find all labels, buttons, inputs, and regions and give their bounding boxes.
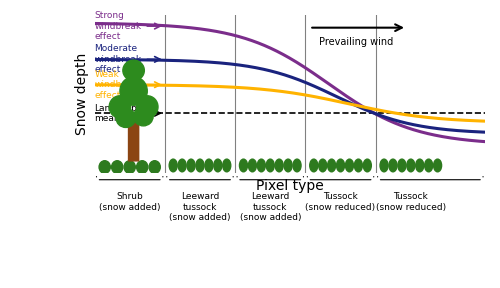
- Ellipse shape: [248, 159, 256, 172]
- Ellipse shape: [310, 159, 318, 172]
- Ellipse shape: [434, 159, 442, 172]
- Ellipse shape: [389, 159, 397, 172]
- Ellipse shape: [136, 96, 158, 118]
- Ellipse shape: [120, 77, 148, 105]
- Text: Landscape
mean: Landscape mean: [94, 103, 160, 123]
- Ellipse shape: [214, 159, 222, 172]
- Ellipse shape: [293, 159, 301, 172]
- Text: Prevailing wind: Prevailing wind: [319, 37, 394, 47]
- Ellipse shape: [424, 159, 432, 172]
- Text: Shrub
(snow added): Shrub (snow added): [99, 192, 160, 212]
- FancyBboxPatch shape: [128, 121, 138, 161]
- Text: Strong
windbreak
effect: Strong windbreak effect: [94, 11, 160, 41]
- Text: Leeward
tussock
(snow added): Leeward tussock (snow added): [240, 192, 301, 222]
- Text: Moderate
windbreak
effect: Moderate windbreak effect: [94, 44, 160, 74]
- Ellipse shape: [134, 107, 153, 126]
- Ellipse shape: [149, 161, 160, 173]
- Ellipse shape: [124, 161, 136, 173]
- Ellipse shape: [258, 159, 266, 172]
- Ellipse shape: [112, 161, 123, 173]
- Ellipse shape: [318, 159, 326, 172]
- Ellipse shape: [275, 159, 283, 172]
- Ellipse shape: [354, 159, 362, 172]
- Ellipse shape: [328, 159, 336, 172]
- Ellipse shape: [205, 159, 213, 172]
- Ellipse shape: [109, 96, 130, 118]
- Text: Tussock
(snow reduced): Tussock (snow reduced): [306, 192, 376, 212]
- Ellipse shape: [116, 109, 136, 128]
- Ellipse shape: [187, 159, 195, 172]
- Ellipse shape: [136, 161, 148, 173]
- Ellipse shape: [336, 159, 344, 172]
- Ellipse shape: [178, 159, 186, 172]
- Ellipse shape: [398, 159, 406, 172]
- Ellipse shape: [364, 159, 372, 172]
- Ellipse shape: [196, 159, 204, 172]
- Ellipse shape: [416, 159, 424, 172]
- X-axis label: Pixel type: Pixel type: [256, 179, 324, 193]
- Text: Weak
windbreak
effect: Weak windbreak effect: [94, 70, 160, 100]
- Ellipse shape: [407, 159, 415, 172]
- Text: Tussock
(snow reduced): Tussock (snow reduced): [376, 192, 446, 212]
- Ellipse shape: [222, 159, 231, 172]
- Ellipse shape: [284, 159, 292, 172]
- Ellipse shape: [346, 159, 354, 172]
- Ellipse shape: [240, 159, 248, 172]
- Ellipse shape: [99, 161, 110, 173]
- Ellipse shape: [380, 159, 388, 172]
- Ellipse shape: [123, 60, 144, 81]
- Text: Leeward
tussock
(snow added): Leeward tussock (snow added): [169, 192, 230, 222]
- Ellipse shape: [266, 159, 274, 172]
- Ellipse shape: [169, 159, 177, 172]
- Y-axis label: Snow depth: Snow depth: [75, 53, 89, 135]
